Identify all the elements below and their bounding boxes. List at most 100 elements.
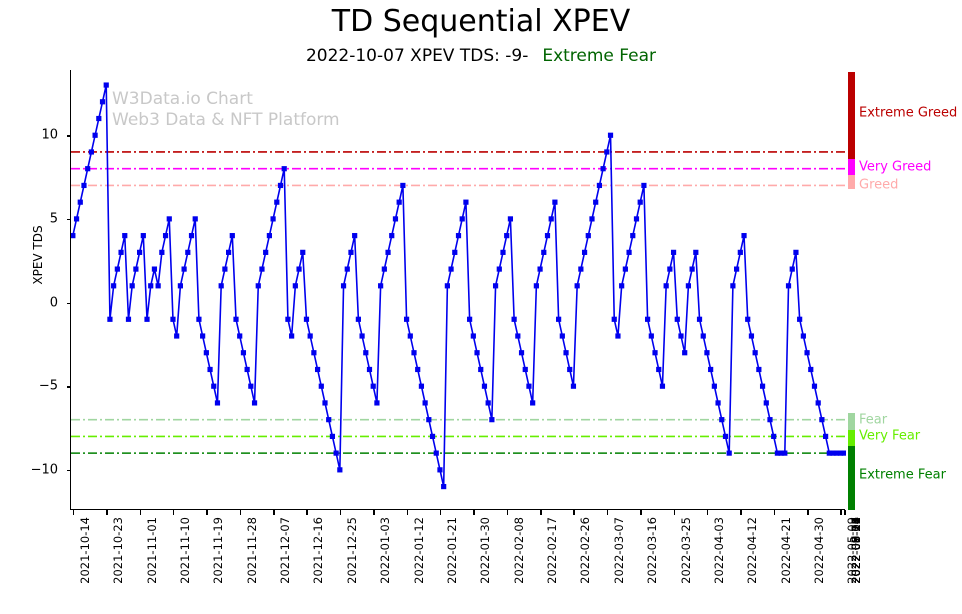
data-point — [285, 316, 291, 322]
data-point — [589, 216, 595, 222]
data-point — [322, 400, 328, 406]
x-tick-label: 2022-03-25 — [678, 517, 693, 584]
data-point — [800, 333, 806, 339]
data-point — [637, 199, 643, 205]
data-point — [329, 433, 336, 439]
x-tick-mark — [506, 510, 509, 515]
data-point — [103, 82, 109, 88]
data-point — [734, 266, 740, 272]
x-tick-label: 2021-11-01 — [144, 517, 159, 584]
data-point — [200, 333, 206, 339]
data-point — [667, 266, 673, 272]
data-point — [596, 182, 603, 189]
data-point — [622, 266, 628, 272]
x-tick-label: 2022-01-21 — [444, 517, 459, 584]
data-point — [218, 283, 224, 289]
data-point — [274, 199, 280, 205]
x-tick-mark — [473, 510, 475, 515]
data-point — [593, 199, 599, 205]
data-point — [426, 417, 432, 423]
y-tick-label: −5 — [38, 378, 58, 394]
data-point — [837, 450, 844, 456]
data-point — [711, 383, 717, 389]
data-point — [188, 233, 195, 239]
data-point — [214, 400, 221, 406]
data-point — [118, 249, 124, 255]
x-tick-mark — [573, 510, 575, 515]
data-point — [659, 383, 666, 389]
chart-title: TD Sequential XPEV — [331, 4, 631, 39]
data-point — [504, 233, 510, 239]
data-point — [559, 333, 565, 339]
x-tick-label: 2022-01-03 — [378, 517, 393, 584]
data-point — [793, 249, 799, 255]
data-point — [689, 266, 695, 272]
data-point — [670, 249, 677, 255]
data-point — [437, 467, 443, 473]
x-tick-mark — [706, 510, 709, 515]
data-point — [229, 233, 235, 239]
x-tick-mark — [740, 510, 742, 515]
chart-subtitle: 2022-10-07 XPEV TDS: -9- Extreme Fear — [0, 46, 962, 66]
data-point — [207, 366, 213, 373]
data-point — [556, 316, 562, 322]
x-tick-mark — [807, 510, 809, 515]
data-point — [452, 249, 458, 255]
data-point — [830, 450, 836, 456]
data-point — [459, 216, 465, 222]
data-point — [778, 450, 784, 456]
data-point — [645, 316, 651, 322]
x-tick-mark — [172, 510, 175, 515]
data-point — [470, 333, 476, 339]
data-point — [403, 316, 410, 322]
data-point — [578, 266, 584, 272]
data-point — [355, 316, 361, 322]
data-point — [248, 383, 254, 389]
data-point — [300, 249, 306, 255]
data-point — [708, 366, 714, 373]
data-point — [281, 166, 287, 172]
data-point — [544, 233, 551, 239]
data-point — [478, 366, 484, 373]
data-point — [685, 283, 691, 289]
data-point — [348, 249, 354, 255]
data-point — [604, 149, 610, 155]
data-point — [311, 350, 317, 356]
data-point — [570, 383, 577, 389]
data-point — [719, 417, 725, 423]
x-tick-mark — [640, 510, 642, 515]
data-point — [678, 333, 684, 339]
series-line — [72, 84, 845, 487]
data-point — [270, 216, 276, 222]
x-tick-mark — [72, 510, 75, 515]
data-point — [748, 333, 755, 339]
data-point — [277, 182, 284, 189]
x-tick-label: 2022-01-30 — [478, 517, 493, 584]
y-tick-label: 10 — [41, 127, 58, 143]
data-point — [266, 233, 272, 239]
data-point — [211, 383, 217, 389]
x-tick-label: 2022-04-21 — [778, 517, 793, 584]
data-point — [155, 283, 161, 289]
x-tick-label: 2021-11-10 — [177, 517, 192, 584]
data-point — [314, 366, 321, 373]
y-tick-mark — [66, 386, 71, 388]
data-point — [352, 233, 358, 239]
x-tick-label: 2021-11-28 — [244, 517, 259, 584]
data-point — [411, 350, 417, 356]
y-tick-mark — [66, 469, 71, 472]
data-point — [537, 266, 543, 272]
data-point — [700, 333, 706, 339]
data-point — [366, 366, 373, 373]
x-tick-mark — [139, 510, 142, 515]
data-point — [111, 283, 117, 289]
data-point — [626, 249, 632, 255]
data-point — [752, 350, 758, 356]
data-point — [574, 283, 580, 289]
x-tick-mark — [439, 510, 442, 515]
data-point — [507, 216, 514, 222]
data-point — [326, 417, 332, 423]
x-tick-mark — [406, 510, 409, 515]
data-point — [663, 283, 669, 289]
data-point — [552, 199, 558, 205]
